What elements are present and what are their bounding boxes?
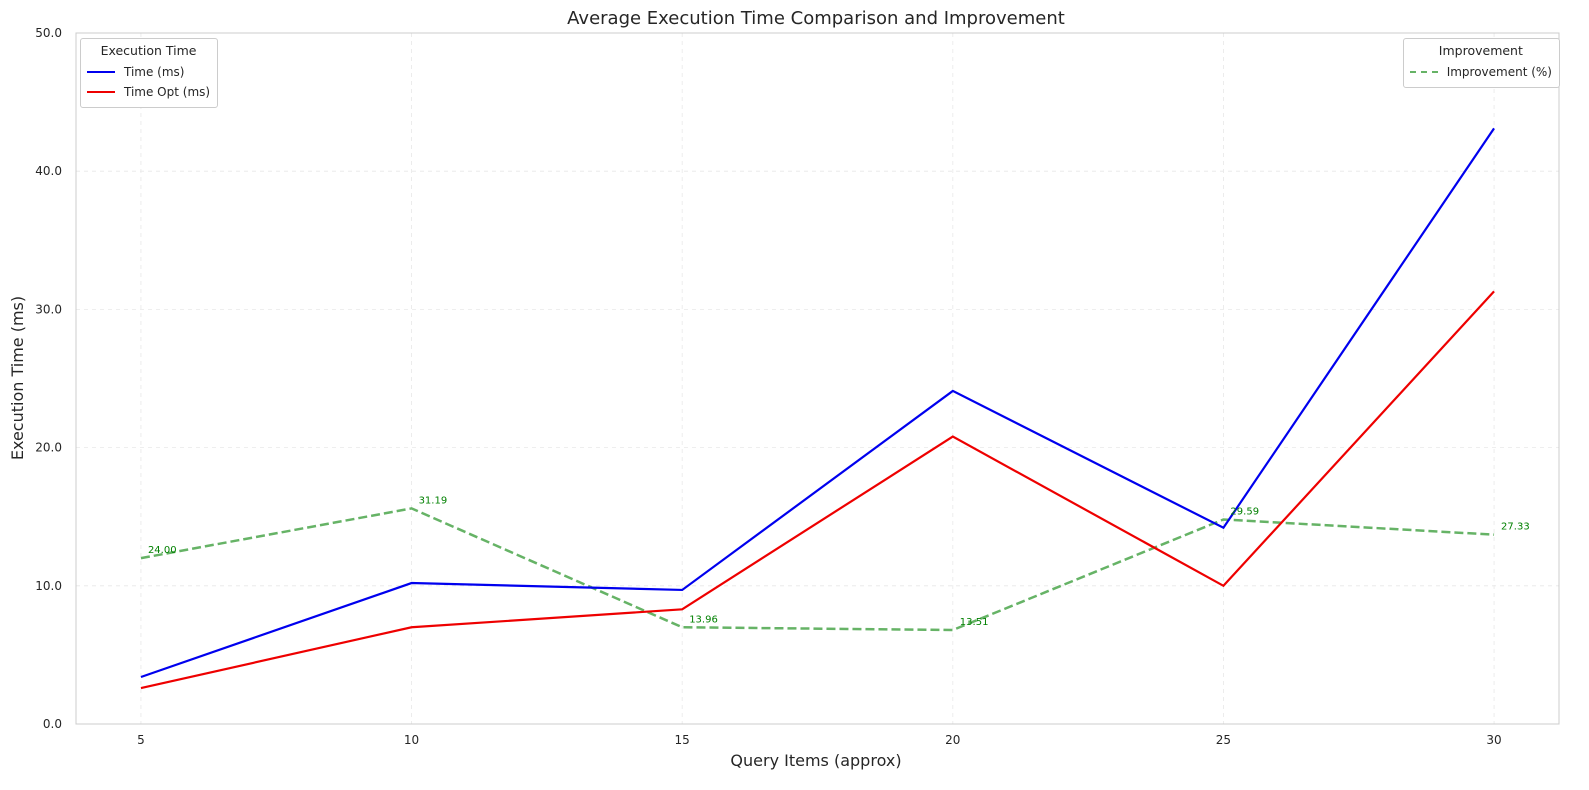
ticks-layer: 5 10 15 20 25 30 0.0 10.0 20.0 30.0 40.0 50.0 (35, 26, 1501, 747)
legend-title: Improvement (1438, 43, 1523, 58)
x-tick-label: 30 (1486, 733, 1501, 747)
legend-swatch-improvement (1409, 71, 1438, 73)
plot-frame (75, 32, 1560, 725)
y-axis-label: Execution Time (ms) (8, 296, 27, 460)
series-line-0 (140, 127, 1495, 679)
y-tick-label: 30.0 (35, 302, 62, 316)
legend-label: Time Opt (ms) (124, 85, 211, 99)
x-tick-label: 15 (675, 733, 690, 747)
data-label: 27.33 (1501, 522, 1530, 533)
y-tick-label: 40.0 (35, 164, 62, 178)
data-labels-layer: 24.00 31.19 13.96 13.51 29.59 27.33 (148, 495, 1530, 628)
chart-title: Average Execution Time Comparison and Im… (567, 8, 1065, 29)
legend-entry-improvement: Improvement (%) (1409, 62, 1552, 82)
y-tick-label: 50.0 (35, 26, 62, 40)
x-axis-label: Query Items (approx) (730, 751, 901, 770)
y-tick-label: 0.0 (43, 717, 62, 731)
series-line-2 (140, 507, 1495, 632)
legend-improvement: Improvement Improvement (%) (1402, 38, 1560, 88)
y-tick-label: 20.0 (35, 441, 62, 455)
data-label: 31.19 (419, 495, 448, 506)
x-tick-label: 20 (945, 733, 960, 747)
legend-swatch-time (87, 71, 115, 73)
legend-label: Improvement (%) (1446, 65, 1552, 79)
data-label: 24.00 (148, 545, 177, 556)
data-label: 13.96 (689, 614, 718, 625)
y-tick-label: 10.0 (35, 579, 62, 593)
x-tick-label: 5 (137, 733, 145, 747)
legend-entry-time-opt: Time Opt (ms) (87, 82, 210, 102)
legend-label: Time (ms) (124, 65, 185, 79)
series-layer (140, 127, 1495, 690)
grid-layer (76, 32, 1559, 725)
x-tick-label: 10 (404, 733, 419, 747)
x-tick-label: 25 (1216, 733, 1231, 747)
data-label: 29.59 (1230, 506, 1259, 517)
legend-swatch-time-opt (87, 91, 115, 93)
data-label: 13.51 (960, 617, 989, 628)
legend-title: Execution Time (100, 43, 197, 58)
legend-entry-time: Time (ms) (87, 62, 210, 82)
legend-execution-time: Execution Time Time (ms) Time Opt (ms) (80, 38, 219, 108)
series-line-1 (140, 290, 1495, 690)
